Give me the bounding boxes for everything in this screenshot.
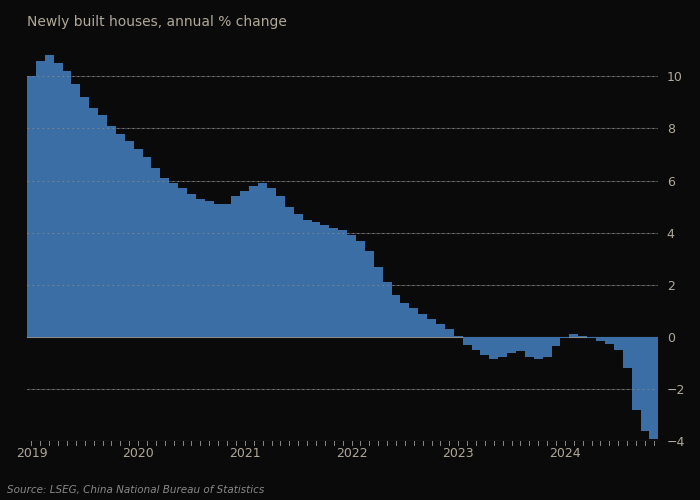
Bar [391, 296, 400, 337]
Bar [525, 337, 534, 356]
Bar [232, 196, 240, 337]
Bar [569, 334, 578, 337]
Bar [356, 240, 365, 337]
Bar [489, 337, 498, 359]
Bar [169, 183, 178, 337]
Bar [321, 225, 329, 337]
Bar [45, 56, 54, 337]
Bar [516, 337, 525, 351]
Bar [223, 204, 232, 337]
Bar [507, 337, 516, 353]
Bar [89, 108, 98, 337]
Bar [27, 76, 36, 337]
Bar [596, 337, 605, 341]
Bar [463, 337, 472, 345]
Bar [640, 337, 650, 431]
Bar [160, 178, 169, 337]
Text: Source: LSEG, China National Bureau of Statistics: Source: LSEG, China National Bureau of S… [7, 485, 265, 495]
Bar [134, 150, 143, 337]
Bar [187, 194, 196, 337]
Bar [587, 337, 596, 338]
Bar [178, 188, 187, 337]
Bar [605, 337, 614, 344]
Bar [418, 314, 427, 337]
Bar [338, 230, 347, 337]
Bar [249, 186, 258, 337]
Bar [472, 337, 480, 350]
Bar [214, 204, 223, 337]
Bar [151, 168, 160, 337]
Bar [650, 337, 658, 439]
Bar [80, 97, 89, 337]
Bar [143, 157, 151, 337]
Text: Newly built houses, annual % change: Newly built houses, annual % change [27, 15, 287, 29]
Bar [561, 337, 569, 338]
Bar [196, 199, 205, 337]
Bar [400, 303, 410, 337]
Bar [98, 116, 107, 337]
Bar [276, 196, 285, 337]
Bar [436, 324, 445, 337]
Bar [614, 337, 623, 350]
Bar [631, 337, 640, 410]
Bar [125, 142, 134, 337]
Bar [54, 63, 62, 337]
Bar [374, 266, 383, 337]
Bar [116, 134, 125, 337]
Bar [62, 71, 71, 337]
Bar [542, 337, 552, 356]
Bar [302, 220, 312, 337]
Bar [285, 206, 294, 337]
Bar [383, 282, 391, 337]
Bar [36, 60, 45, 337]
Bar [534, 337, 542, 359]
Bar [454, 336, 463, 337]
Bar [294, 214, 302, 337]
Bar [410, 308, 418, 337]
Bar [480, 337, 489, 355]
Bar [578, 336, 587, 337]
Bar [267, 188, 276, 337]
Bar [329, 228, 338, 337]
Bar [258, 183, 267, 337]
Bar [552, 337, 561, 346]
Bar [312, 222, 321, 337]
Bar [498, 337, 507, 356]
Bar [347, 236, 356, 337]
Bar [205, 202, 214, 337]
Bar [107, 126, 116, 337]
Bar [240, 191, 249, 337]
Bar [365, 251, 374, 337]
Bar [623, 337, 631, 368]
Bar [445, 330, 454, 337]
Bar [71, 84, 80, 337]
Bar [427, 319, 436, 337]
